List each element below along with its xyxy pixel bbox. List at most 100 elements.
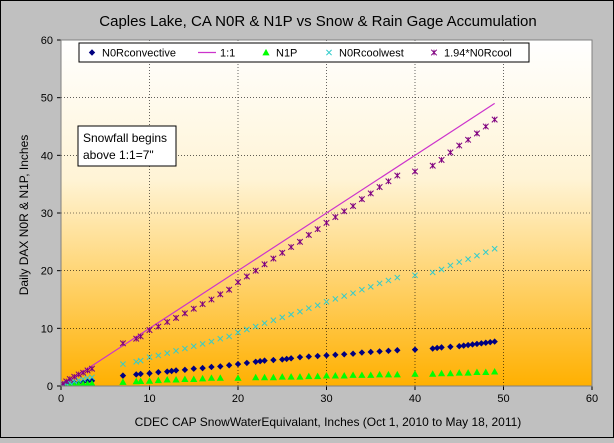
data-point-n1p <box>287 373 295 380</box>
data-point-1-94-n0rcool <box>252 267 259 274</box>
y-tick-label: 50 <box>41 93 53 105</box>
data-point-n0rconvective <box>367 348 374 356</box>
data-point-n0rcoolwest <box>155 352 162 359</box>
data-point-n1p <box>67 381 73 386</box>
data-point-n0rconvective <box>447 343 454 350</box>
data-point-n1p <box>84 380 91 386</box>
data-point-1-94-n0rcool <box>473 130 481 137</box>
data-point-1-94-n0rcool <box>314 225 321 233</box>
data-point-1-94-n0rcool <box>367 190 374 197</box>
data-point-n1p <box>455 369 463 376</box>
x-axis-label: CDEC CAP SnowWaterEquivalant, Inches (Oc… <box>135 415 522 429</box>
data-point-n1p <box>340 372 348 379</box>
data-point-1-94-n0rcool <box>172 314 180 322</box>
legend-swatch-n1p <box>262 48 270 56</box>
data-point-n0rconvective <box>469 341 476 348</box>
data-point-n0rcoolwest <box>323 298 330 305</box>
data-point-n1p <box>393 370 401 378</box>
data-point-n0rcoolwest <box>456 259 463 265</box>
data-point-n1p <box>80 380 87 386</box>
x-tick-label: 50 <box>497 393 509 405</box>
data-point-n0rcoolwest <box>181 345 188 352</box>
data-point-n0rcoolwest <box>473 252 480 259</box>
data-point-n0rcoolwest <box>358 286 365 293</box>
data-point-n0rcoolwest <box>243 326 250 333</box>
data-point-n0rconvective <box>385 347 392 355</box>
data-point-n0rcoolwest <box>199 340 206 347</box>
data-point-n1p <box>376 370 384 378</box>
data-point-n0rconvective <box>168 367 175 375</box>
data-point-n0rconvective <box>133 371 140 378</box>
data-point-1-94-n0rcool <box>84 367 91 374</box>
data-point-n0rcoolwest <box>71 378 78 385</box>
data-point-n1p <box>358 371 366 378</box>
data-point-n1p <box>482 368 490 376</box>
y-tick-label: 30 <box>41 208 53 220</box>
data-point-1-94-n0rcool <box>447 149 454 156</box>
data-point-n0rcoolwest <box>350 290 357 297</box>
data-point-n1p <box>429 370 437 377</box>
data-point-1-94-n0rcool <box>164 318 171 326</box>
data-point-n1p <box>137 377 145 384</box>
data-point-n0rconvective <box>190 365 197 372</box>
data-point-n0rconvective <box>460 342 467 349</box>
data-point-n0rconvective <box>433 344 441 352</box>
data-point-1-94-n0rcool <box>119 340 127 347</box>
data-point-n0rconvective <box>376 348 383 355</box>
data-point-n1p <box>278 373 286 380</box>
legend: N0Rconvective 1:1 N1P N0Rcoolwest 1.94*N0Rco… <box>78 42 530 63</box>
data-point-n1p <box>473 368 481 376</box>
data-point-n1p <box>437 369 446 377</box>
data-point-n0rconvective <box>252 358 259 365</box>
data-point-n0rcoolwest <box>235 329 241 336</box>
data-point-n0rconvective <box>349 350 357 357</box>
y-tick-label: 20 <box>41 266 53 278</box>
data-point-n0rconvective <box>473 340 481 348</box>
data-point-1-94-n0rcool <box>217 291 224 298</box>
data-point-n1p <box>207 374 216 381</box>
data-point-1-94-n0rcool <box>349 202 357 210</box>
data-point-n0rconvective <box>270 356 277 364</box>
data-point-n0rconvective <box>243 359 251 367</box>
data-point-n0rcoolwest <box>89 374 95 381</box>
data-point-1-94-n0rcool <box>71 373 78 380</box>
x-tick-label: 0 <box>58 393 64 405</box>
data-point-n0rcoolwest <box>217 335 224 342</box>
data-point-n0rcoolwest <box>412 272 418 279</box>
data-point-n0rconvective <box>155 368 162 376</box>
data-point-n0rconvective <box>119 372 127 379</box>
data-point-n1p <box>491 367 499 375</box>
data-point-n1p <box>446 369 454 377</box>
data-point-n1p <box>71 381 77 386</box>
data-point-1-94-n0rcool <box>482 123 489 130</box>
legend-swatch-1-94-n0rcool <box>430 49 438 56</box>
data-point-1-94-n0rcool <box>225 286 233 293</box>
data-point-n1p <box>269 373 277 381</box>
data-point-n0rcoolwest <box>332 295 339 302</box>
data-point-1-94-n0rcool <box>376 183 383 191</box>
data-point-n1p <box>411 370 419 377</box>
data-point-n0rcoolwest <box>367 283 374 290</box>
data-point-1-94-n0rcool <box>323 219 330 226</box>
data-point-1-94-n0rcool <box>261 261 268 268</box>
data-point-n0rcoolwest <box>305 305 312 312</box>
x-tick-label: 20 <box>232 393 244 405</box>
data-point-1-94-n0rcool <box>358 196 366 203</box>
data-point-n0rcoolwest <box>341 293 348 299</box>
data-point-n0rcoolwest <box>296 308 303 315</box>
data-point-n1p <box>145 377 154 384</box>
y-tick-label: 40 <box>41 150 53 162</box>
data-point-n0rconvective <box>217 363 224 370</box>
data-point-n1p <box>384 370 393 378</box>
annotation-line-1: Snowfall begins <box>83 131 167 145</box>
plot-border <box>60 39 593 387</box>
y-tick-label: 0 <box>47 381 53 393</box>
data-point-n0rcoolwest <box>447 262 454 269</box>
data-series <box>61 102 499 386</box>
legend-box <box>78 42 530 63</box>
annotation-box: Snowfall begins above 1:1=7" <box>77 125 177 167</box>
x-tick-label: 40 <box>409 393 421 405</box>
y-tick-label: 10 <box>41 323 53 335</box>
data-point-n0rcoolwest <box>261 320 268 327</box>
data-point-n0rconvective <box>256 358 264 365</box>
